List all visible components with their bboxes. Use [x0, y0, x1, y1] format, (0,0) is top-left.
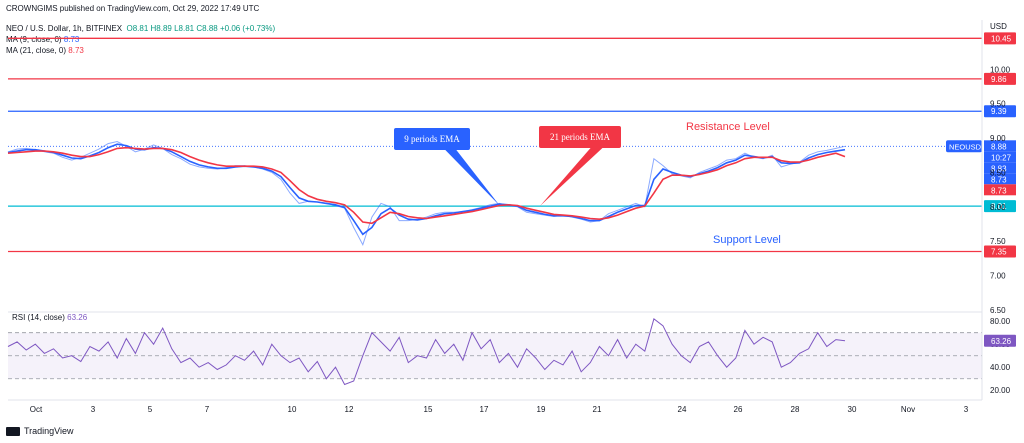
price-badge-label: 8.83: [991, 164, 1007, 173]
symbol-name[interactable]: NEO / U.S. Dollar, 1h, BITFINEX: [6, 24, 123, 33]
price-tick-label: 8.50: [990, 168, 1006, 177]
ma21-line[interactable]: [7, 146, 846, 225]
level-badge: [984, 32, 1016, 45]
price-tick-label: 10.00: [990, 65, 1011, 74]
publish-info: CROWNGIMS published on TradingView.com, …: [6, 4, 260, 13]
support-label: Support Level: [713, 234, 781, 246]
symbol-tag[interactable]: [946, 140, 982, 153]
rsi-tick-label: 80.00: [990, 317, 1011, 326]
time-tick-label: 28: [791, 405, 800, 414]
high-value: H8.89: [150, 24, 172, 33]
close-value: C8.88: [196, 24, 218, 33]
callout-box[interactable]: [394, 128, 470, 150]
footer-brand: TradingView: [24, 426, 74, 436]
level-badge-label: 7.35: [991, 248, 1007, 257]
resistance-label: Resistance Level: [686, 121, 770, 133]
time-tick-label: Nov: [901, 405, 915, 414]
symbol-tag-label: NEOUSD: [949, 142, 982, 151]
time-tick-label: 10: [288, 405, 297, 414]
price-badge-label: 8.73: [991, 175, 1007, 184]
tradingview-footer: TradingView: [6, 426, 74, 436]
time-tick-label: 7: [205, 405, 210, 414]
level-badge-label: 9.86: [991, 75, 1007, 84]
open-value: O8.81: [126, 24, 149, 33]
ma9-legend[interactable]: MA (9, close, 0) 8.73: [6, 35, 79, 44]
ma9-label: MA (9, close, 0): [6, 35, 62, 44]
currency-label: USD: [990, 22, 1007, 31]
level-badge-label: 10.45: [991, 34, 1012, 43]
time-tick-label: 17: [480, 405, 489, 414]
price-badge: [984, 173, 1016, 185]
time-tick-label: 19: [537, 405, 546, 414]
time-tick-label: 24: [678, 405, 687, 414]
price-tick-label: 6.50: [990, 306, 1006, 315]
rsi-tick-label: 40.00: [990, 363, 1011, 372]
callout-pointer: [540, 146, 605, 206]
level-badge-label: 9.39: [991, 107, 1007, 116]
price-tick-label: 8.00: [990, 203, 1006, 212]
level-badge: [984, 245, 1016, 258]
tradingview-logo-icon: [6, 426, 20, 436]
price-badge-label: 8.73: [991, 186, 1007, 195]
time-tick-label: 12: [345, 405, 354, 414]
time-tick-label: 30: [848, 405, 857, 414]
price-badge: [984, 151, 1016, 163]
rsi-badge: [984, 334, 1016, 347]
price-tick-label: 7.50: [990, 237, 1006, 246]
level-badge: [984, 200, 1016, 213]
callout-pointer: [443, 148, 500, 206]
symbol-legend: NEO / U.S. Dollar, 1h, BITFINEX O8.81 H8…: [6, 24, 275, 33]
time-tick-label: Oct: [30, 405, 43, 414]
price-tick-label: 9.50: [990, 100, 1006, 109]
ma9-line[interactable]: [7, 143, 846, 236]
rsi-badge-label: 63.26: [991, 337, 1012, 346]
level-badge-label: 8.01: [991, 202, 1007, 211]
price-tick-label: 7.00: [990, 272, 1006, 281]
rsi-value: 63.26: [67, 313, 88, 322]
price-line[interactable]: [7, 140, 846, 246]
rsi-legend[interactable]: RSI (14, close) 63.26: [12, 313, 87, 322]
time-tick-label: 3: [964, 405, 969, 414]
rsi-label: RSI (14, close): [12, 313, 65, 322]
level-badge: [984, 105, 1016, 118]
level-badge: [984, 72, 1016, 85]
time-tick-label: 26: [734, 405, 743, 414]
time-tick-label: 5: [148, 405, 153, 414]
ma21-legend[interactable]: MA (21, close, 0) 8.73: [6, 46, 84, 55]
ma21-value: 8.73: [68, 46, 84, 55]
ma21-label: MA (21, close, 0): [6, 46, 67, 55]
price-badge: [984, 162, 1016, 174]
price-badge-label: 10:27: [991, 153, 1012, 162]
price-tick-label: 9.00: [990, 134, 1006, 143]
change-value: +0.06 (+0.73%): [219, 24, 276, 33]
price-badge: [984, 140, 1016, 152]
time-tick-label: 15: [424, 405, 433, 414]
callout-label: 21 periods EMA: [550, 132, 610, 142]
callout-box[interactable]: [539, 126, 621, 148]
callout-label: 9 periods EMA: [404, 134, 460, 144]
ma9-value: 8.73: [63, 35, 80, 44]
time-tick-label: 21: [593, 405, 602, 414]
rsi-tick-label: 20.00: [990, 386, 1011, 395]
low-value: L8.81: [174, 24, 195, 33]
price-badge-label: 8.88: [991, 142, 1007, 151]
price-badge: [984, 184, 1016, 196]
rsi-line[interactable]: [7, 318, 846, 386]
time-tick-label: 3: [91, 405, 96, 414]
